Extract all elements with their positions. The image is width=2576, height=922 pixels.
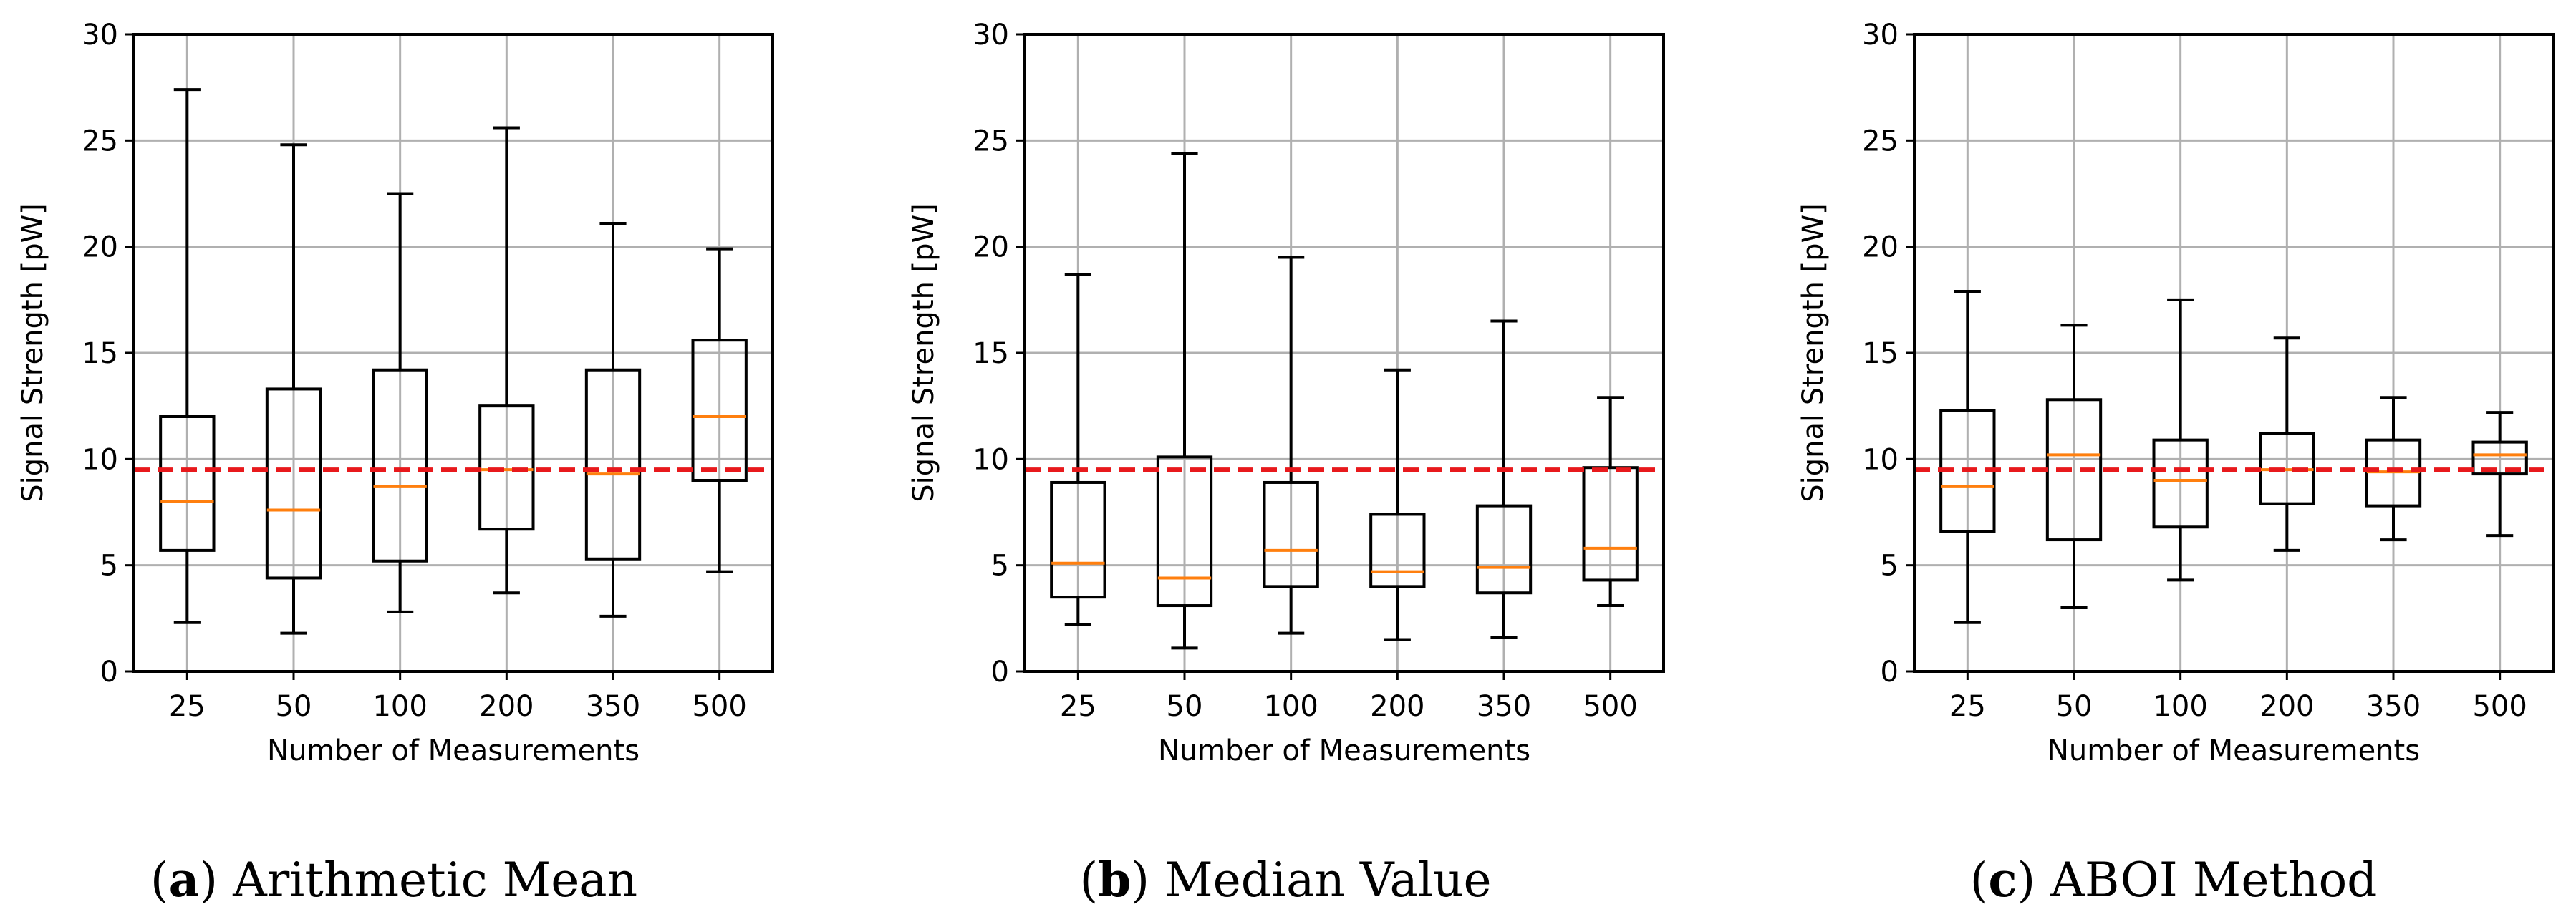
x-tick-label: 100 [2153,690,2207,723]
y-tick-label: 10 [82,443,118,476]
box-iqr [265,387,322,580]
box-50 [2045,324,2103,609]
box-100 [2152,298,2209,582]
box-iqr [691,339,748,482]
x-tick-label: 200 [479,690,534,723]
x-tick-label: 350 [1477,690,1531,723]
box-500 [691,247,748,573]
caption-paren-close: ) [2017,853,2051,908]
x-tick-label: 100 [372,690,427,723]
y-tick-label: 30 [1862,19,1899,52]
chart-panel-a: 0 5 10 15 20 25 30 25 50 100 200 350 500 Number of Me… [16,19,774,908]
box-25 [1050,273,1106,626]
y-tick-label: 15 [82,337,118,370]
y-tick-label: 0 [1881,656,1899,689]
chart-panel-c: 0 5 10 15 20 25 30 25 50 100 200 350 500 Number of Me… [1797,19,2555,908]
box-iqr [1156,455,1213,608]
box-iqr [1050,480,1106,599]
box-iqr [1369,513,1426,588]
y-tick-label: 15 [973,337,1009,370]
box-iqr [584,368,642,561]
y-tick-label: 25 [82,125,118,157]
y-tick-label: 10 [1862,443,1899,476]
x-tick-label: 50 [276,690,312,723]
x-tick-label: 25 [169,690,206,723]
y-tick-label: 10 [973,443,1009,476]
y-tick-label: 20 [82,231,118,264]
box-50 [1156,152,1213,650]
caption-paren-open: ( [1079,853,1098,908]
box-500 [2471,411,2528,538]
y-tick-label: 15 [1862,337,1899,370]
box-25 [1939,289,1996,624]
x-tick-label: 200 [2259,690,2314,723]
x-tick-label: 500 [2472,690,2527,723]
box-350 [584,222,642,618]
caption-letter: c [1988,852,2017,908]
y-tick-label: 25 [1862,125,1899,157]
y-tick-label: 5 [991,550,1009,583]
caption-paren-close: ) [199,853,233,908]
y-tick-label: 20 [1862,231,1899,264]
caption-paren-open: ( [150,853,169,908]
box-iqr [372,368,428,563]
x-axis-label: Number of Measurements [267,734,640,767]
caption-paren-open: ( [1970,853,1989,908]
y-tick-label: 0 [991,656,1009,689]
box-iqr [2152,438,2209,529]
box-iqr [1475,504,1533,595]
x-axis-label: Number of Measurements [1158,734,1530,767]
y-axis-label: Signal Strength [pW] [1797,203,1830,502]
caption-letter: a [169,852,200,908]
x-tick-label: 50 [2056,690,2093,723]
x-tick-label: 25 [1060,690,1096,723]
caption-title: ABOI Method [2050,853,2377,908]
box-25 [159,88,216,624]
box-200 [1369,368,1426,641]
y-tick-label: 0 [100,656,118,689]
box-100 [1263,256,1319,635]
y-tick-label: 5 [1881,550,1899,583]
y-tick-label: 5 [100,550,118,583]
x-tick-label: 100 [1263,690,1318,723]
x-tick-label: 25 [1949,690,1986,723]
caption-title: Arithmetic Mean [232,853,637,908]
x-tick-label: 200 [1370,690,1424,723]
subfigure-caption: (a) Arithmetic Mean [150,852,637,908]
caption-letter: b [1098,852,1131,908]
chart-panel-b: 0 5 10 15 20 25 30 25 50 100 200 350 500 Number of Me… [907,19,1665,908]
y-axis-label: Signal Strength [pW] [907,203,940,502]
box-iqr [2471,440,2528,476]
caption-paren-close: ) [1131,853,1164,908]
box-iqr [159,415,216,552]
box-500 [1582,396,1639,608]
y-tick-label: 30 [973,19,1009,52]
x-tick-label: 500 [692,690,746,723]
caption-title: Median Value [1164,853,1491,908]
y-tick-label: 20 [973,231,1009,264]
box-100 [372,192,428,613]
box-350 [1475,319,1533,639]
x-tick-label: 500 [1583,690,1637,723]
x-tick-label: 350 [2366,690,2421,723]
box-50 [265,143,322,635]
x-axis-label: Number of Measurements [2047,734,2420,767]
y-tick-label: 25 [973,125,1009,157]
x-tick-label: 350 [586,690,640,723]
box-iqr [1582,466,1639,582]
x-tick-label: 50 [1167,690,1203,723]
box-iqr [1263,480,1319,588]
y-tick-label: 30 [82,19,118,52]
subfigure-caption: (b) Median Value [1079,852,1491,908]
y-axis-label: Signal Strength [pW] [16,203,49,502]
subfigure-caption: (c) ABOI Method [1970,852,2378,908]
